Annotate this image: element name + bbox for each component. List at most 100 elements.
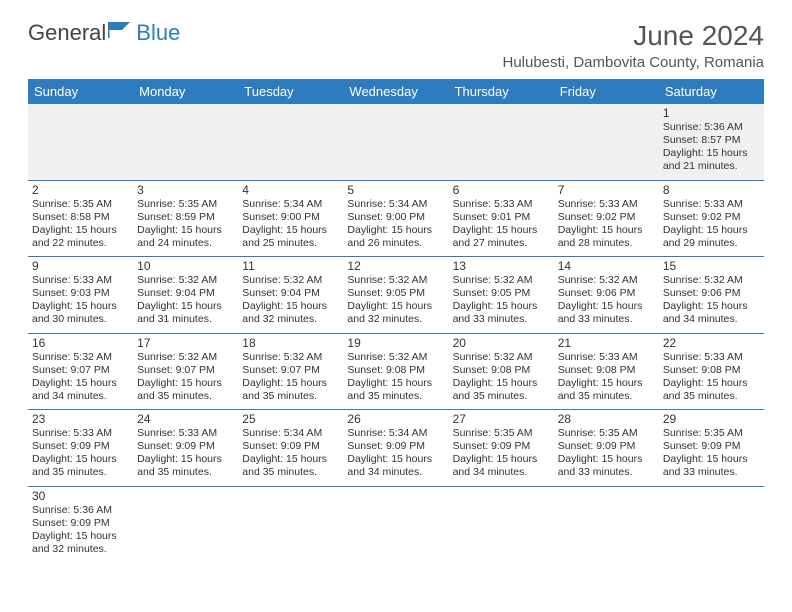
sunrise-text: Sunrise: 5:32 AM [242, 351, 339, 364]
calendar-day-cell: 16Sunrise: 5:32 AMSunset: 9:07 PMDayligh… [28, 333, 133, 410]
sunset-text: Sunset: 9:06 PM [558, 287, 655, 300]
day-header: Wednesday [343, 79, 448, 104]
daylight-text: and 33 minutes. [663, 466, 760, 479]
calendar-week-row: 16 Sunrise: 5:32 AM Sunset: 9:07 PM Dayligh… [28, 333, 764, 410]
daylight-text: Daylight: 15 hours [453, 377, 550, 390]
daylight-text: Daylight: 15 hours [453, 453, 550, 466]
title-block: June 2024 Hulubesti, Dambovita County, R… [502, 20, 764, 71]
sunset-text: Sunset: 9:00 PM [242, 211, 339, 224]
calendar-empty-cell [343, 486, 448, 562]
sunset-text: Sunset: 9:07 PM [32, 364, 129, 377]
daylight-text: Daylight: 15 hours [663, 224, 760, 237]
sunrise-text: Sunrise: 5:32 AM [663, 274, 760, 287]
daylight-text: and 30 minutes. [32, 313, 129, 326]
sunset-text: Sunset: 9:07 PM [137, 364, 234, 377]
day-number: 29 [663, 412, 760, 426]
calendar-empty-cell [343, 104, 448, 180]
calendar-week-row: 30Sunrise: 5:36 AMSunset: 9:09 PMDayligh… [28, 486, 764, 562]
daylight-text: and 35 minutes. [32, 466, 129, 479]
day-number: 16 [32, 336, 129, 350]
day-number: 30 [32, 489, 129, 503]
daylight-text: Daylight: 15 hours [32, 530, 129, 543]
day-number: 3 [137, 183, 234, 197]
sunset-text: Sunset: 9:08 PM [453, 364, 550, 377]
daylight-text: and 32 minutes. [32, 543, 129, 556]
sunset-text: Sunset: 9:09 PM [347, 440, 444, 453]
sunrise-text: Sunrise: 5:33 AM [32, 274, 129, 287]
calendar-day-cell: 1Sunrise: 5:36 AMSunset: 8:57 PMDaylight… [659, 104, 764, 180]
sunset-text: Sunset: 9:09 PM [32, 517, 129, 530]
day-number: 23 [32, 412, 129, 426]
daylight-text: and 35 minutes. [137, 390, 234, 403]
sunrise-text: Sunrise: 5:32 AM [453, 351, 550, 364]
day-number: 13 [453, 259, 550, 273]
sunrise-text: Sunrise: 5:33 AM [663, 198, 760, 211]
day-number: 24 [137, 412, 234, 426]
daylight-text: Daylight: 15 hours [137, 224, 234, 237]
daylight-text: Daylight: 15 hours [453, 300, 550, 313]
daylight-text: and 21 minutes. [663, 160, 760, 173]
sunset-text: Sunset: 9:09 PM [663, 440, 760, 453]
calendar-week-row: 9Sunrise: 5:33 AMSunset: 9:03 PMDaylight… [28, 257, 764, 334]
day-number: 12 [347, 259, 444, 273]
calendar-day-cell: 11Sunrise: 5:32 AMSunset: 9:04 PMDayligh… [238, 257, 343, 334]
sunrise-text: Sunrise: 5:36 AM [32, 504, 129, 517]
sunrise-text: Sunrise: 5:34 AM [347, 198, 444, 211]
calendar-day-cell: 8Sunrise: 5:33 AMSunset: 9:02 PMDaylight… [659, 180, 764, 257]
sunrise-text: Sunrise: 5:34 AM [242, 198, 339, 211]
day-number: 14 [558, 259, 655, 273]
calendar-empty-cell [133, 104, 238, 180]
calendar-empty-cell [554, 104, 659, 180]
day-number: 11 [242, 259, 339, 273]
calendar-day-cell: 14Sunrise: 5:32 AMSunset: 9:06 PMDayligh… [554, 257, 659, 334]
daylight-text: Daylight: 15 hours [347, 377, 444, 390]
day-header: Monday [133, 79, 238, 104]
calendar-day-cell: 3Sunrise: 5:35 AMSunset: 8:59 PMDaylight… [133, 180, 238, 257]
flag-icon [108, 20, 134, 46]
calendar-empty-cell [449, 104, 554, 180]
day-header: Tuesday [238, 79, 343, 104]
calendar-day-cell: 7Sunrise: 5:33 AMSunset: 9:02 PMDaylight… [554, 180, 659, 257]
daylight-text: and 34 minutes. [663, 313, 760, 326]
daylight-text: and 33 minutes. [558, 313, 655, 326]
daylight-text: and 35 minutes. [558, 390, 655, 403]
sunrise-text: Sunrise: 5:32 AM [242, 274, 339, 287]
day-number: 5 [347, 183, 444, 197]
daylight-text: and 22 minutes. [32, 237, 129, 250]
calendar-day-cell: 22Sunrise: 5:33 AMSunset: 9:08 PMDayligh… [659, 333, 764, 410]
calendar-day-cell: 25Sunrise: 5:34 AMSunset: 9:09 PMDayligh… [238, 410, 343, 487]
calendar-day-cell: 27Sunrise: 5:35 AMSunset: 9:09 PMDayligh… [449, 410, 554, 487]
daylight-text: and 34 minutes. [32, 390, 129, 403]
sunset-text: Sunset: 9:05 PM [347, 287, 444, 300]
calendar-day-cell: 26Sunrise: 5:34 AMSunset: 9:09 PMDayligh… [343, 410, 448, 487]
daylight-text: Daylight: 15 hours [242, 453, 339, 466]
calendar-week-row: 23Sunrise: 5:33 AMSunset: 9:09 PMDayligh… [28, 410, 764, 487]
daylight-text: Daylight: 15 hours [558, 224, 655, 237]
sunset-text: Sunset: 9:03 PM [32, 287, 129, 300]
daylight-text: and 35 minutes. [453, 390, 550, 403]
day-header: Thursday [449, 79, 554, 104]
sunrise-text: Sunrise: 5:32 AM [347, 274, 444, 287]
daylight-text: Daylight: 15 hours [347, 224, 444, 237]
day-number: 28 [558, 412, 655, 426]
daylight-text: and 29 minutes. [663, 237, 760, 250]
sunrise-text: Sunrise: 5:34 AM [242, 427, 339, 440]
calendar-day-cell: 12Sunrise: 5:32 AMSunset: 9:05 PMDayligh… [343, 257, 448, 334]
sunrise-text: Sunrise: 5:33 AM [32, 427, 129, 440]
day-number: 17 [137, 336, 234, 350]
sunrise-text: Sunrise: 5:33 AM [558, 351, 655, 364]
sunrise-text: Sunrise: 5:35 AM [663, 427, 760, 440]
daylight-text: Daylight: 15 hours [32, 224, 129, 237]
calendar-day-cell: 5Sunrise: 5:34 AMSunset: 9:00 PMDaylight… [343, 180, 448, 257]
sunrise-text: Sunrise: 5:35 AM [32, 198, 129, 211]
daylight-text: Daylight: 15 hours [347, 453, 444, 466]
sunrise-text: Sunrise: 5:36 AM [663, 121, 760, 134]
daylight-text: and 31 minutes. [137, 313, 234, 326]
day-number: 7 [558, 183, 655, 197]
calendar-empty-cell [28, 104, 133, 180]
calendar-empty-cell [554, 486, 659, 562]
day-number: 4 [242, 183, 339, 197]
day-number: 18 [242, 336, 339, 350]
calendar-week-row: 1Sunrise: 5:36 AMSunset: 8:57 PMDaylight… [28, 104, 764, 180]
sunset-text: Sunset: 9:02 PM [558, 211, 655, 224]
